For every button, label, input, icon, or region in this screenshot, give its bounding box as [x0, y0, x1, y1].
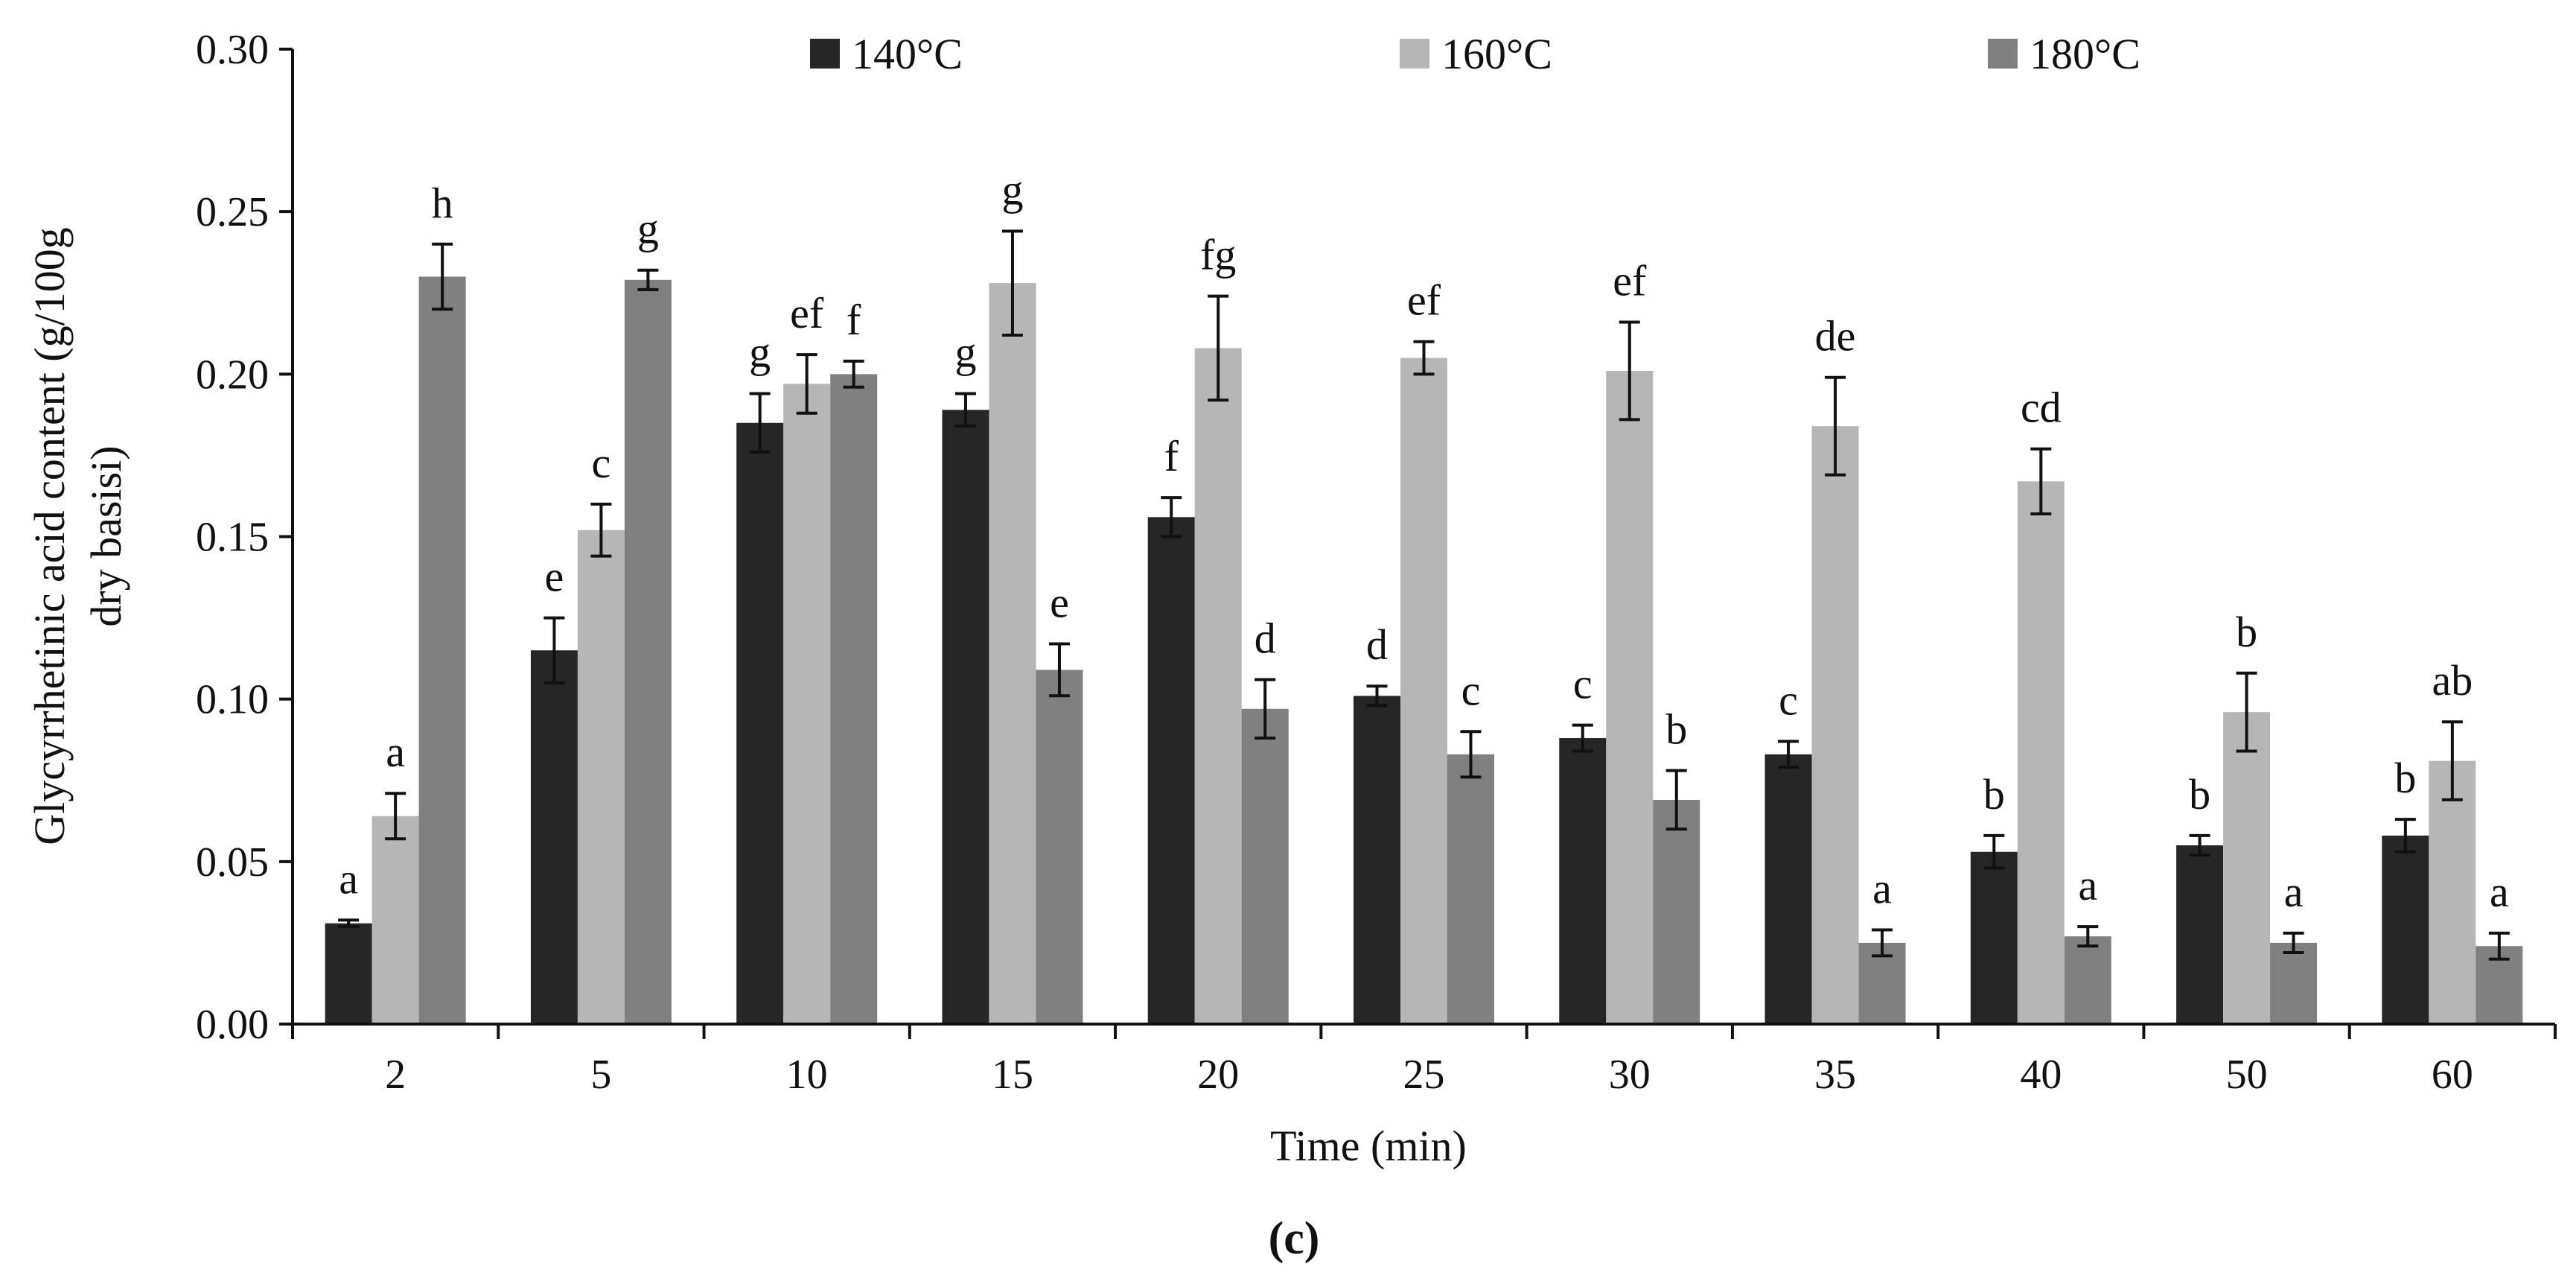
significance-label: c [592, 439, 611, 487]
bar [942, 410, 989, 1024]
bar [1400, 357, 1447, 1024]
x-tick-label: 15 [992, 1052, 1033, 1098]
significance-label: b [2189, 770, 2210, 819]
bar [1970, 851, 2018, 1024]
y-tick-label: 0.15 [196, 515, 269, 561]
bar [1764, 754, 1812, 1024]
significance-label: ab [2432, 656, 2473, 705]
bars [325, 276, 2523, 1025]
legend-swatch [1988, 39, 2018, 69]
x-axis-title: Time (min) [1270, 1122, 1467, 1170]
x-tick-label: 50 [2226, 1052, 2268, 1098]
x-tick-label: 60 [2432, 1052, 2473, 1098]
significance-label: ef [1407, 276, 1441, 325]
significance-label: d [1254, 614, 1276, 662]
bar [2429, 760, 2476, 1024]
bar [1241, 708, 1289, 1024]
x-tick-label: 2 [385, 1052, 406, 1098]
significance-label: c [1461, 666, 1481, 714]
y-tick-label: 0.05 [196, 839, 269, 886]
legend-label: 140°C [852, 30, 963, 78]
x-tick-label: 35 [1814, 1052, 1856, 1098]
bar [830, 374, 878, 1024]
bar [1036, 670, 1083, 1024]
significance-label: g [1001, 165, 1023, 214]
y-tick-label: 0.10 [196, 677, 269, 723]
bar [2176, 845, 2224, 1024]
significance-label: c [1573, 660, 1593, 708]
bar [1147, 517, 1195, 1024]
significance-label: de [1815, 312, 1856, 360]
x-tick-label: 10 [786, 1052, 828, 1098]
significance-label: a [2078, 861, 2097, 909]
significance-label: f [847, 296, 861, 344]
significance-label: g [637, 205, 659, 253]
bar [1606, 370, 1654, 1025]
y-tick-label: 0.30 [196, 27, 269, 73]
bar [418, 276, 466, 1024]
significance-label: b [1665, 705, 1687, 754]
significance-label: c [1779, 676, 1798, 724]
significance-label: a [339, 854, 358, 903]
significance-label: a [1872, 864, 1892, 912]
x-tick-label: 5 [590, 1052, 611, 1098]
bar [2270, 942, 2318, 1024]
significance-label: b [2236, 608, 2257, 656]
x-tick-label: 20 [1197, 1052, 1239, 1098]
y-axis-title-line2: dry basisi) [82, 445, 130, 626]
bar [1194, 348, 1242, 1025]
bar [783, 384, 831, 1024]
significance-label: e [1050, 578, 1069, 626]
x-tick-label: 25 [1403, 1052, 1445, 1098]
bar [325, 923, 372, 1024]
bar [2382, 835, 2429, 1024]
significance-label: g [954, 328, 976, 377]
significance-label: ef [790, 289, 824, 337]
bar [1559, 738, 1607, 1024]
y-tick-label: 0.20 [196, 352, 269, 398]
x-tick-label: 40 [2020, 1052, 2062, 1098]
bar [2064, 936, 2111, 1024]
significance-label: d [1366, 620, 1388, 669]
bar [1354, 696, 1400, 1024]
bar [1447, 754, 1494, 1024]
bar [577, 530, 625, 1024]
y-tick-label: 0.25 [196, 189, 269, 235]
bar [1653, 799, 1700, 1024]
x-axis-ticks: 2 5 10 15 20 25 30 35 40 50 60 [291, 1024, 2557, 1098]
bar [530, 650, 578, 1024]
legend-label: 160°C [1441, 30, 1552, 78]
legend-swatch [1400, 39, 1429, 69]
legend: 140°C 160°C 180°C [810, 30, 2140, 78]
bar [2223, 712, 2271, 1024]
significance-label: g [749, 328, 771, 377]
legend-swatch [810, 39, 840, 69]
y-axis-title-line1: Glycyrrhetinic acid content (g/100g [25, 227, 74, 845]
bar [736, 422, 784, 1024]
bar [624, 279, 672, 1025]
significance-label: h [432, 179, 453, 227]
bar [372, 816, 419, 1024]
error-bars [338, 229, 2510, 961]
y-tick-label: 0.00 [196, 1002, 269, 1048]
significance-label: b [1983, 770, 2005, 819]
legend-label: 180°C [2030, 30, 2140, 78]
significance-label: fg [1200, 231, 1236, 279]
significance-label: a [2490, 868, 2509, 916]
bar [989, 283, 1036, 1024]
significance-label: a [2284, 868, 2304, 916]
significance-label: e [545, 553, 564, 601]
significance-label: a [386, 728, 405, 776]
significance-label: b [2394, 754, 2416, 802]
significance-label: ef [1613, 257, 1647, 305]
bar [1811, 426, 1859, 1024]
bar [2017, 481, 2065, 1024]
significance-label: f [1164, 432, 1179, 480]
y-axis-ticks: 0.00 0.05 0.10 0.15 0.20 0.25 0.30 [196, 27, 293, 1048]
panel-label: (c) [1269, 1213, 1320, 1264]
significance-label: cd [2021, 384, 2062, 432]
x-tick-label: 30 [1609, 1052, 1651, 1098]
